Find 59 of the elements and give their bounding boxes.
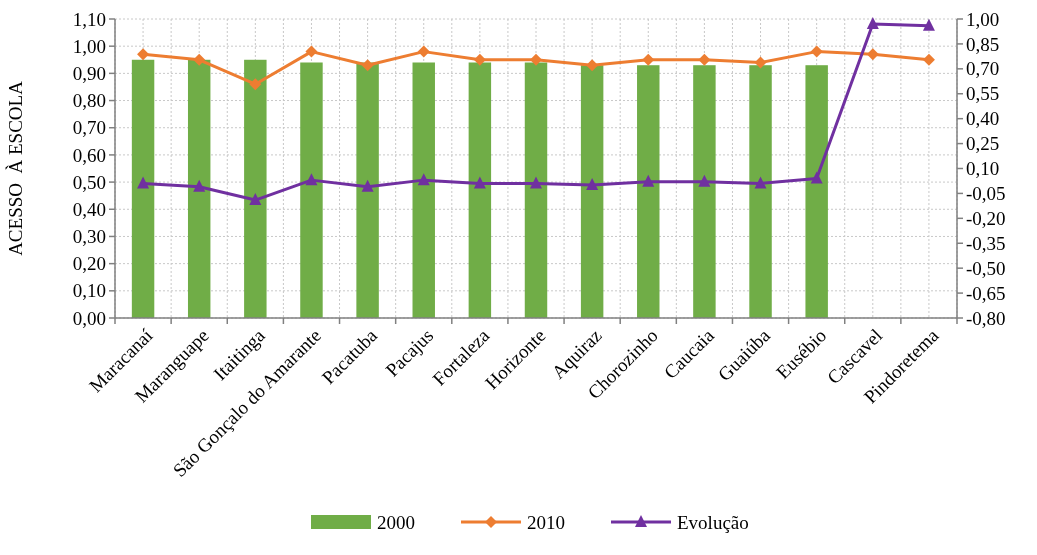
point <box>922 18 935 31</box>
point <box>193 53 206 66</box>
y2-tick-label: 0,55 <box>966 83 1000 105</box>
point <box>754 56 767 69</box>
y2-tick-label: 0,25 <box>966 133 1000 155</box>
y2-tick-label: 0,10 <box>966 158 1000 180</box>
y2-tick-label: -0,50 <box>966 257 1006 279</box>
point <box>249 78 262 91</box>
point <box>642 53 655 66</box>
point <box>473 176 486 189</box>
point <box>193 179 206 192</box>
point <box>305 45 318 58</box>
y2-tick-label: -0,65 <box>966 282 1006 304</box>
y-tick-label: 0,50 <box>72 171 106 193</box>
point <box>810 171 823 184</box>
y2-tick-label: 0,40 <box>966 108 1000 130</box>
y-axis-title: ACESSO À ESCOLA <box>5 80 26 256</box>
legend-label: 2010 <box>527 511 565 533</box>
legend-label: 2000 <box>377 511 415 533</box>
point <box>586 59 599 72</box>
point <box>361 179 374 192</box>
point <box>698 174 711 187</box>
point <box>866 48 879 61</box>
y-tick-label: 0,80 <box>72 90 106 112</box>
point <box>473 53 486 66</box>
y2-tick-label: -0,05 <box>966 183 1006 205</box>
y-tick-label: 0,70 <box>72 117 106 139</box>
point <box>530 53 542 66</box>
y-tick-label: 0,20 <box>72 253 106 275</box>
point <box>754 176 767 189</box>
point <box>698 53 711 66</box>
point <box>810 45 823 58</box>
y-tick-label: 0,30 <box>72 226 106 248</box>
point <box>137 176 150 189</box>
point <box>922 53 935 66</box>
point <box>530 176 542 189</box>
y-tick-label: 0,90 <box>72 63 106 85</box>
point <box>361 59 374 72</box>
y2-tick-label: -0,35 <box>966 232 1006 254</box>
y-tick-label: 1,10 <box>72 8 106 30</box>
point <box>417 45 430 58</box>
y2-tick-label: 0,85 <box>966 33 1000 55</box>
y2-tick-label: 0,70 <box>966 58 1000 80</box>
y2-tick-label: 1,00 <box>966 8 1000 30</box>
legend-label: Evolução <box>677 511 749 533</box>
y-tick-label: 1,00 <box>72 35 106 57</box>
point <box>305 173 318 186</box>
y-tick-label: 0,00 <box>72 307 106 329</box>
point <box>417 173 430 186</box>
y-tick-label: 0,40 <box>72 198 106 220</box>
point <box>137 48 150 61</box>
point <box>249 193 262 206</box>
point <box>586 178 599 191</box>
y-tick-label: 0,60 <box>72 144 106 166</box>
y-tick-label: 0,10 <box>72 280 106 302</box>
point <box>642 174 655 187</box>
point <box>866 16 879 29</box>
y2-tick-label: -0,20 <box>966 207 1006 229</box>
y2-tick-label: -0,80 <box>966 307 1006 329</box>
